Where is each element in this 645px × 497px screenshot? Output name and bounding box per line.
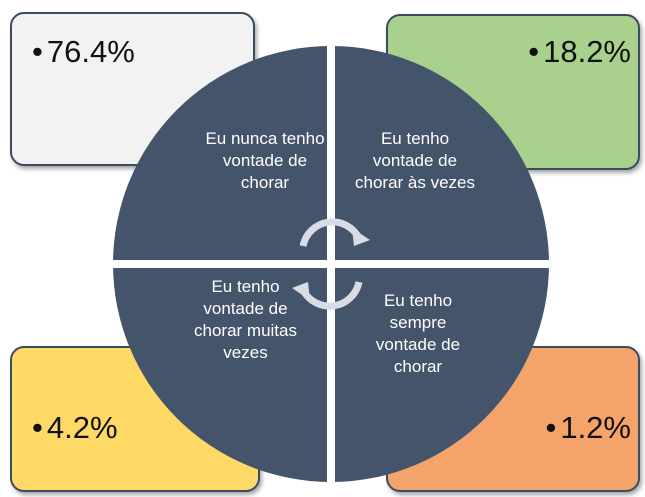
value: 76.4% bbox=[32, 34, 135, 70]
value: 1.2% bbox=[545, 410, 631, 446]
quadrant-label: Eu tenho sempre vontade de chorar bbox=[375, 291, 461, 376]
arrow-head bbox=[352, 228, 370, 246]
quadrant-label: Eu tenho vontade de chorar às vezes bbox=[355, 129, 475, 192]
arrow-head bbox=[292, 282, 310, 300]
value: 18.2% bbox=[528, 34, 631, 70]
value: 4.2% bbox=[32, 410, 118, 446]
quadrant-label: Eu tenho vontade de chorar muitas vezes bbox=[194, 277, 297, 362]
quadrant-label: Eu nunca tenho vontade de chorar bbox=[205, 129, 325, 192]
